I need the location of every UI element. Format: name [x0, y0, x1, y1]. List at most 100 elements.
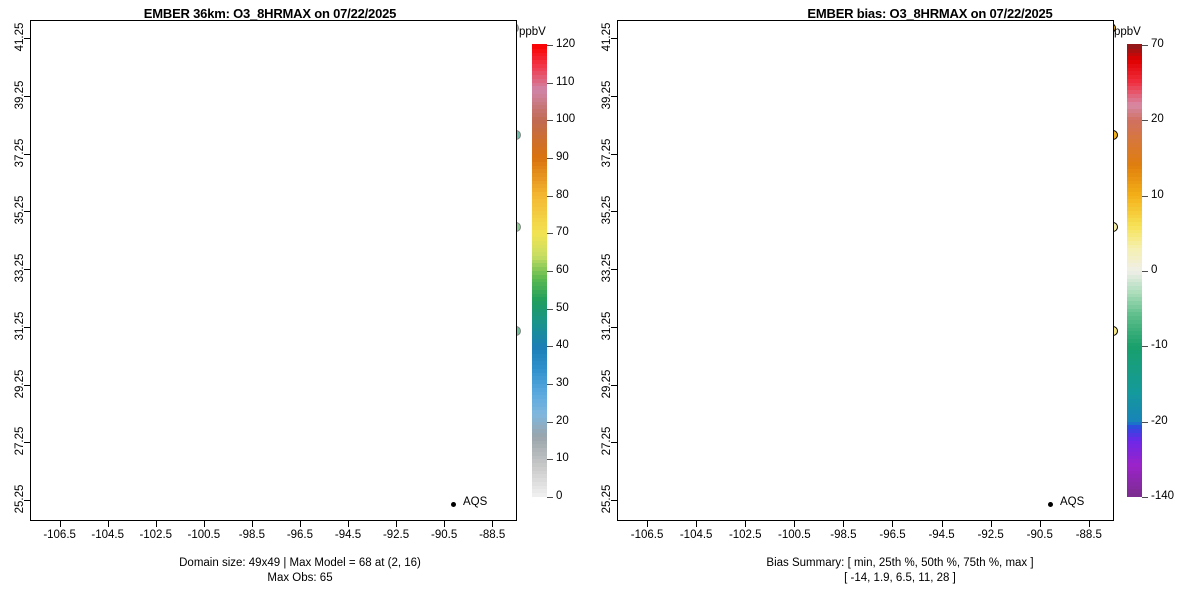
colorbar-segment: [532, 66, 547, 72]
colorbar-segment: [1127, 473, 1142, 479]
colorbar-tick-label: 110: [556, 75, 575, 88]
x-tick-label: -96.5: [879, 529, 906, 541]
colorbar-segment: [532, 368, 547, 373]
colorbar-segment: [532, 488, 547, 494]
x-tick-label: -92.5: [977, 529, 1004, 541]
y-tick: [24, 442, 30, 444]
colorbar-segment: [532, 307, 547, 313]
colorbar-segment: [1127, 240, 1142, 245]
colorbar-tick: [1142, 120, 1148, 122]
panel-model: EMBER 36km: O3_8HRMAX on 07/22/2025: [144, 6, 397, 21]
colorbar-segment: [1127, 258, 1142, 264]
colorbar-segment: [532, 213, 547, 219]
colorbar-segment: [1127, 66, 1142, 72]
y-tick-label: 27.25: [14, 426, 26, 456]
colorbar-segment: [1127, 228, 1142, 234]
colorbar-segment: [532, 44, 547, 49]
colorbar-segment: [532, 379, 547, 384]
colorbar-tick-label: 40: [556, 339, 569, 352]
x-tick-label: -102.5: [728, 529, 762, 541]
colorbar-segment: [1127, 74, 1142, 79]
colorbar-segment: [1127, 51, 1142, 57]
y-tick: [24, 153, 30, 155]
colorbar-segment: [1127, 81, 1142, 87]
colorbar-tick-label: -140: [1151, 490, 1175, 502]
x-tick-label: -90.5: [1026, 529, 1053, 541]
x-tick: [1039, 521, 1041, 527]
colorbar-segment: [532, 432, 547, 437]
colorbar-unit-label: ppbV: [519, 26, 546, 38]
colorbar-tick: [547, 346, 553, 348]
colorbar-segment: [532, 176, 547, 181]
colorbar-segment: [1127, 198, 1142, 204]
x-tick-label: -98.5: [830, 529, 857, 541]
colorbar-segment: [532, 292, 547, 298]
y-tick-label: 37.25: [601, 138, 613, 167]
colorbar-segment: [1127, 379, 1142, 384]
y-tick: [24, 95, 30, 97]
colorbar-segment: [1127, 206, 1142, 211]
colorbar-segment: [532, 247, 547, 253]
colorbar-segment: [532, 341, 547, 347]
colorbar-tick-label: 50: [556, 301, 569, 314]
x-tick: [396, 521, 398, 527]
colorbar-segment: [532, 360, 547, 366]
x-tick-label: -90.5: [431, 529, 458, 541]
colorbar-segment: [532, 179, 547, 185]
y-tick-label: 41.25: [601, 22, 613, 52]
colorbar-segment: [532, 70, 547, 76]
y-tick: [24, 211, 30, 213]
y-tick-label: 37.25: [14, 138, 26, 167]
colorbar-segment: [532, 240, 547, 245]
colorbar-segment: [1127, 484, 1142, 490]
y-tick: [611, 500, 617, 501]
colorbar-segment: [532, 417, 547, 422]
y-tick-label: 25.25: [14, 484, 26, 514]
colorbar-tick-label: 0: [1151, 264, 1158, 276]
colorbar-segment: [1127, 247, 1142, 253]
colorbar-segment: [532, 447, 547, 452]
colorbar-segment: [532, 225, 547, 230]
y-tick: [611, 38, 617, 40]
colorbar-tick: [1142, 346, 1148, 348]
colorbar-segment: [1127, 100, 1142, 106]
colorbar-segment: [532, 439, 547, 445]
colorbar-segment: [1127, 311, 1142, 317]
colorbar-segment: [532, 59, 547, 64]
y-tick-label: 41.25: [14, 22, 26, 52]
y-tick: [611, 95, 617, 97]
colorbar-segment: [1127, 85, 1142, 91]
colorbar-segment: [532, 375, 547, 381]
colorbar-segment: [1127, 138, 1142, 143]
x-tick: [251, 521, 253, 527]
x-tick-label: -100.5: [778, 529, 811, 541]
colorbar-segment: [532, 168, 547, 174]
colorbar-segment: [532, 187, 547, 192]
colorbar-segment: [532, 402, 547, 407]
y-tick-label: 27.25: [601, 426, 613, 456]
y-tick: [24, 326, 30, 328]
panel-bias: EMBER bias: O3_8HRMAX on 07/22/2025: [600, 0, 1200, 600]
colorbar-segment: [532, 443, 547, 449]
colorbar-segment: [1127, 55, 1142, 61]
colorbar-tick-label: 120: [556, 38, 576, 50]
colorbar-segment: [1127, 296, 1142, 302]
colorbar-segment: [1127, 360, 1142, 366]
colorbar-tick: [547, 120, 553, 122]
colorbar-segment: [1127, 187, 1142, 192]
colorbar-tick-label: 20: [556, 414, 569, 427]
colorbar-segment: [532, 262, 547, 268]
colorbar-segment: [532, 160, 547, 166]
colorbar-segment: [1127, 47, 1142, 53]
colorbar-segment: [1127, 59, 1142, 64]
colorbar-segment: [532, 386, 547, 392]
colorbar-segment: [1127, 334, 1142, 339]
colorbar-segment: [1127, 281, 1142, 287]
colorbar-tick: [547, 82, 553, 84]
colorbar-segment: [1127, 435, 1142, 441]
colorbar-tick-label: 70: [1151, 38, 1164, 50]
colorbar-tick: [547, 384, 553, 385]
colorbar-segment: [1127, 371, 1142, 377]
colorbar-segment: [1127, 330, 1142, 336]
x-tick: [843, 521, 845, 527]
